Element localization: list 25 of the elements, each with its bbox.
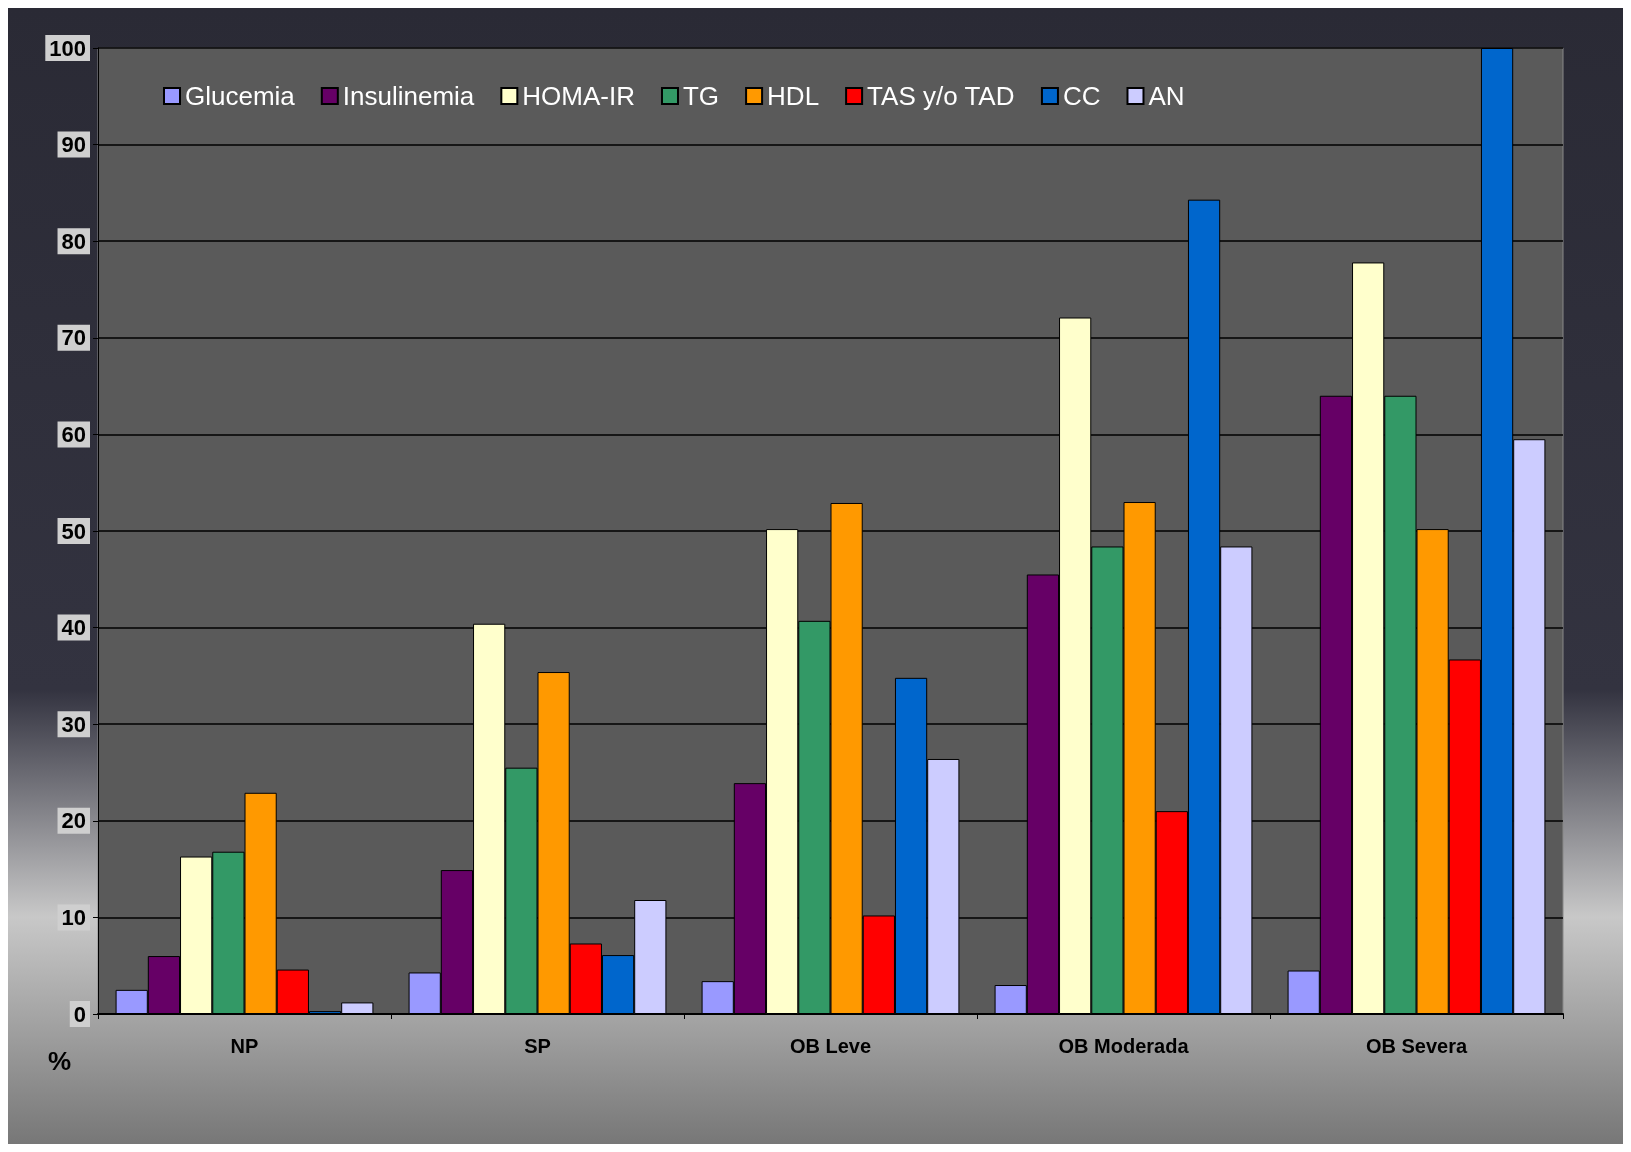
legend-label: HOMA-IR <box>522 81 635 111</box>
x-tick-label: OB Moderada <box>1058 1035 1190 1057</box>
y-tick-label: 30 <box>61 711 86 737</box>
x-tick-label: OB Leve <box>789 1035 872 1057</box>
y-axis-title: % <box>48 1046 72 1076</box>
y-tick-label: 80 <box>61 228 86 254</box>
y-tick-label: 10 <box>61 904 86 930</box>
x-tick-label: SP <box>524 1035 551 1057</box>
legend-label: HDL <box>767 81 820 111</box>
legend-label: TAS y/o TAD <box>867 81 1015 111</box>
legend-label: AN <box>1148 81 1185 111</box>
legend-label: CC <box>1062 81 1101 111</box>
y-tick-label: 40 <box>61 615 86 641</box>
y-tick-label: 60 <box>61 421 86 447</box>
y-tick-label: 0 <box>73 1001 86 1027</box>
legend-label: Glucemia <box>185 81 296 111</box>
y-tick-label: 20 <box>61 808 86 834</box>
legend-label: TG <box>682 81 720 111</box>
x-tick-label: OB Severa <box>1365 1035 1468 1057</box>
y-tick-label: 90 <box>61 132 86 158</box>
y-tick-label: 50 <box>61 518 86 544</box>
y-tick-label: 100 <box>49 35 86 61</box>
legend-label: Insulinemia <box>342 81 475 111</box>
y-tick-label: 70 <box>61 325 86 351</box>
x-tick-label: NP <box>230 1035 259 1057</box>
